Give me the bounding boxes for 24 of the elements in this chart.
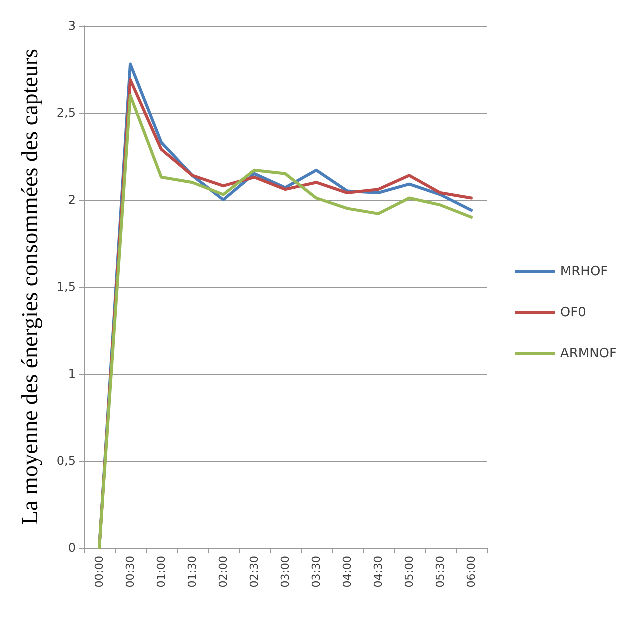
x-tick-label: 03:30	[310, 556, 323, 588]
x-tick-label: 05:00	[403, 556, 416, 588]
x-tick-label: 00:00	[93, 556, 106, 588]
legend-label: OF0	[560, 306, 586, 320]
y-tick-label: 2,5	[56, 106, 76, 120]
legend-label: MRHOF	[560, 264, 608, 280]
y-tick-label: 0,5	[56, 454, 76, 468]
y-tick-label: 1	[68, 367, 76, 381]
y-tick-label: 3	[68, 19, 76, 33]
x-tick-label: 01:30	[186, 556, 199, 588]
x-tick-label: 03:00	[279, 556, 292, 588]
x-tick-label: 06:00	[465, 556, 478, 588]
y-tick-label: 2	[68, 193, 76, 207]
y-axis-title: La moyenne des énergies consommées des capteurs	[18, 48, 42, 526]
x-tick-label: 02:30	[248, 556, 261, 588]
legend-label: ARMNOF	[560, 346, 617, 362]
x-tick-label: 05:30	[434, 556, 447, 588]
x-tick-label: 01:00	[155, 556, 168, 588]
y-tick-label: 1,5	[56, 280, 76, 294]
x-tick-label: 00:30	[124, 556, 137, 588]
x-tick-label: 04:30	[372, 556, 385, 588]
y-tick-label: 0	[68, 541, 76, 555]
x-tick-label: 02:00	[217, 556, 230, 588]
x-tick-label: 04:00	[341, 556, 354, 588]
